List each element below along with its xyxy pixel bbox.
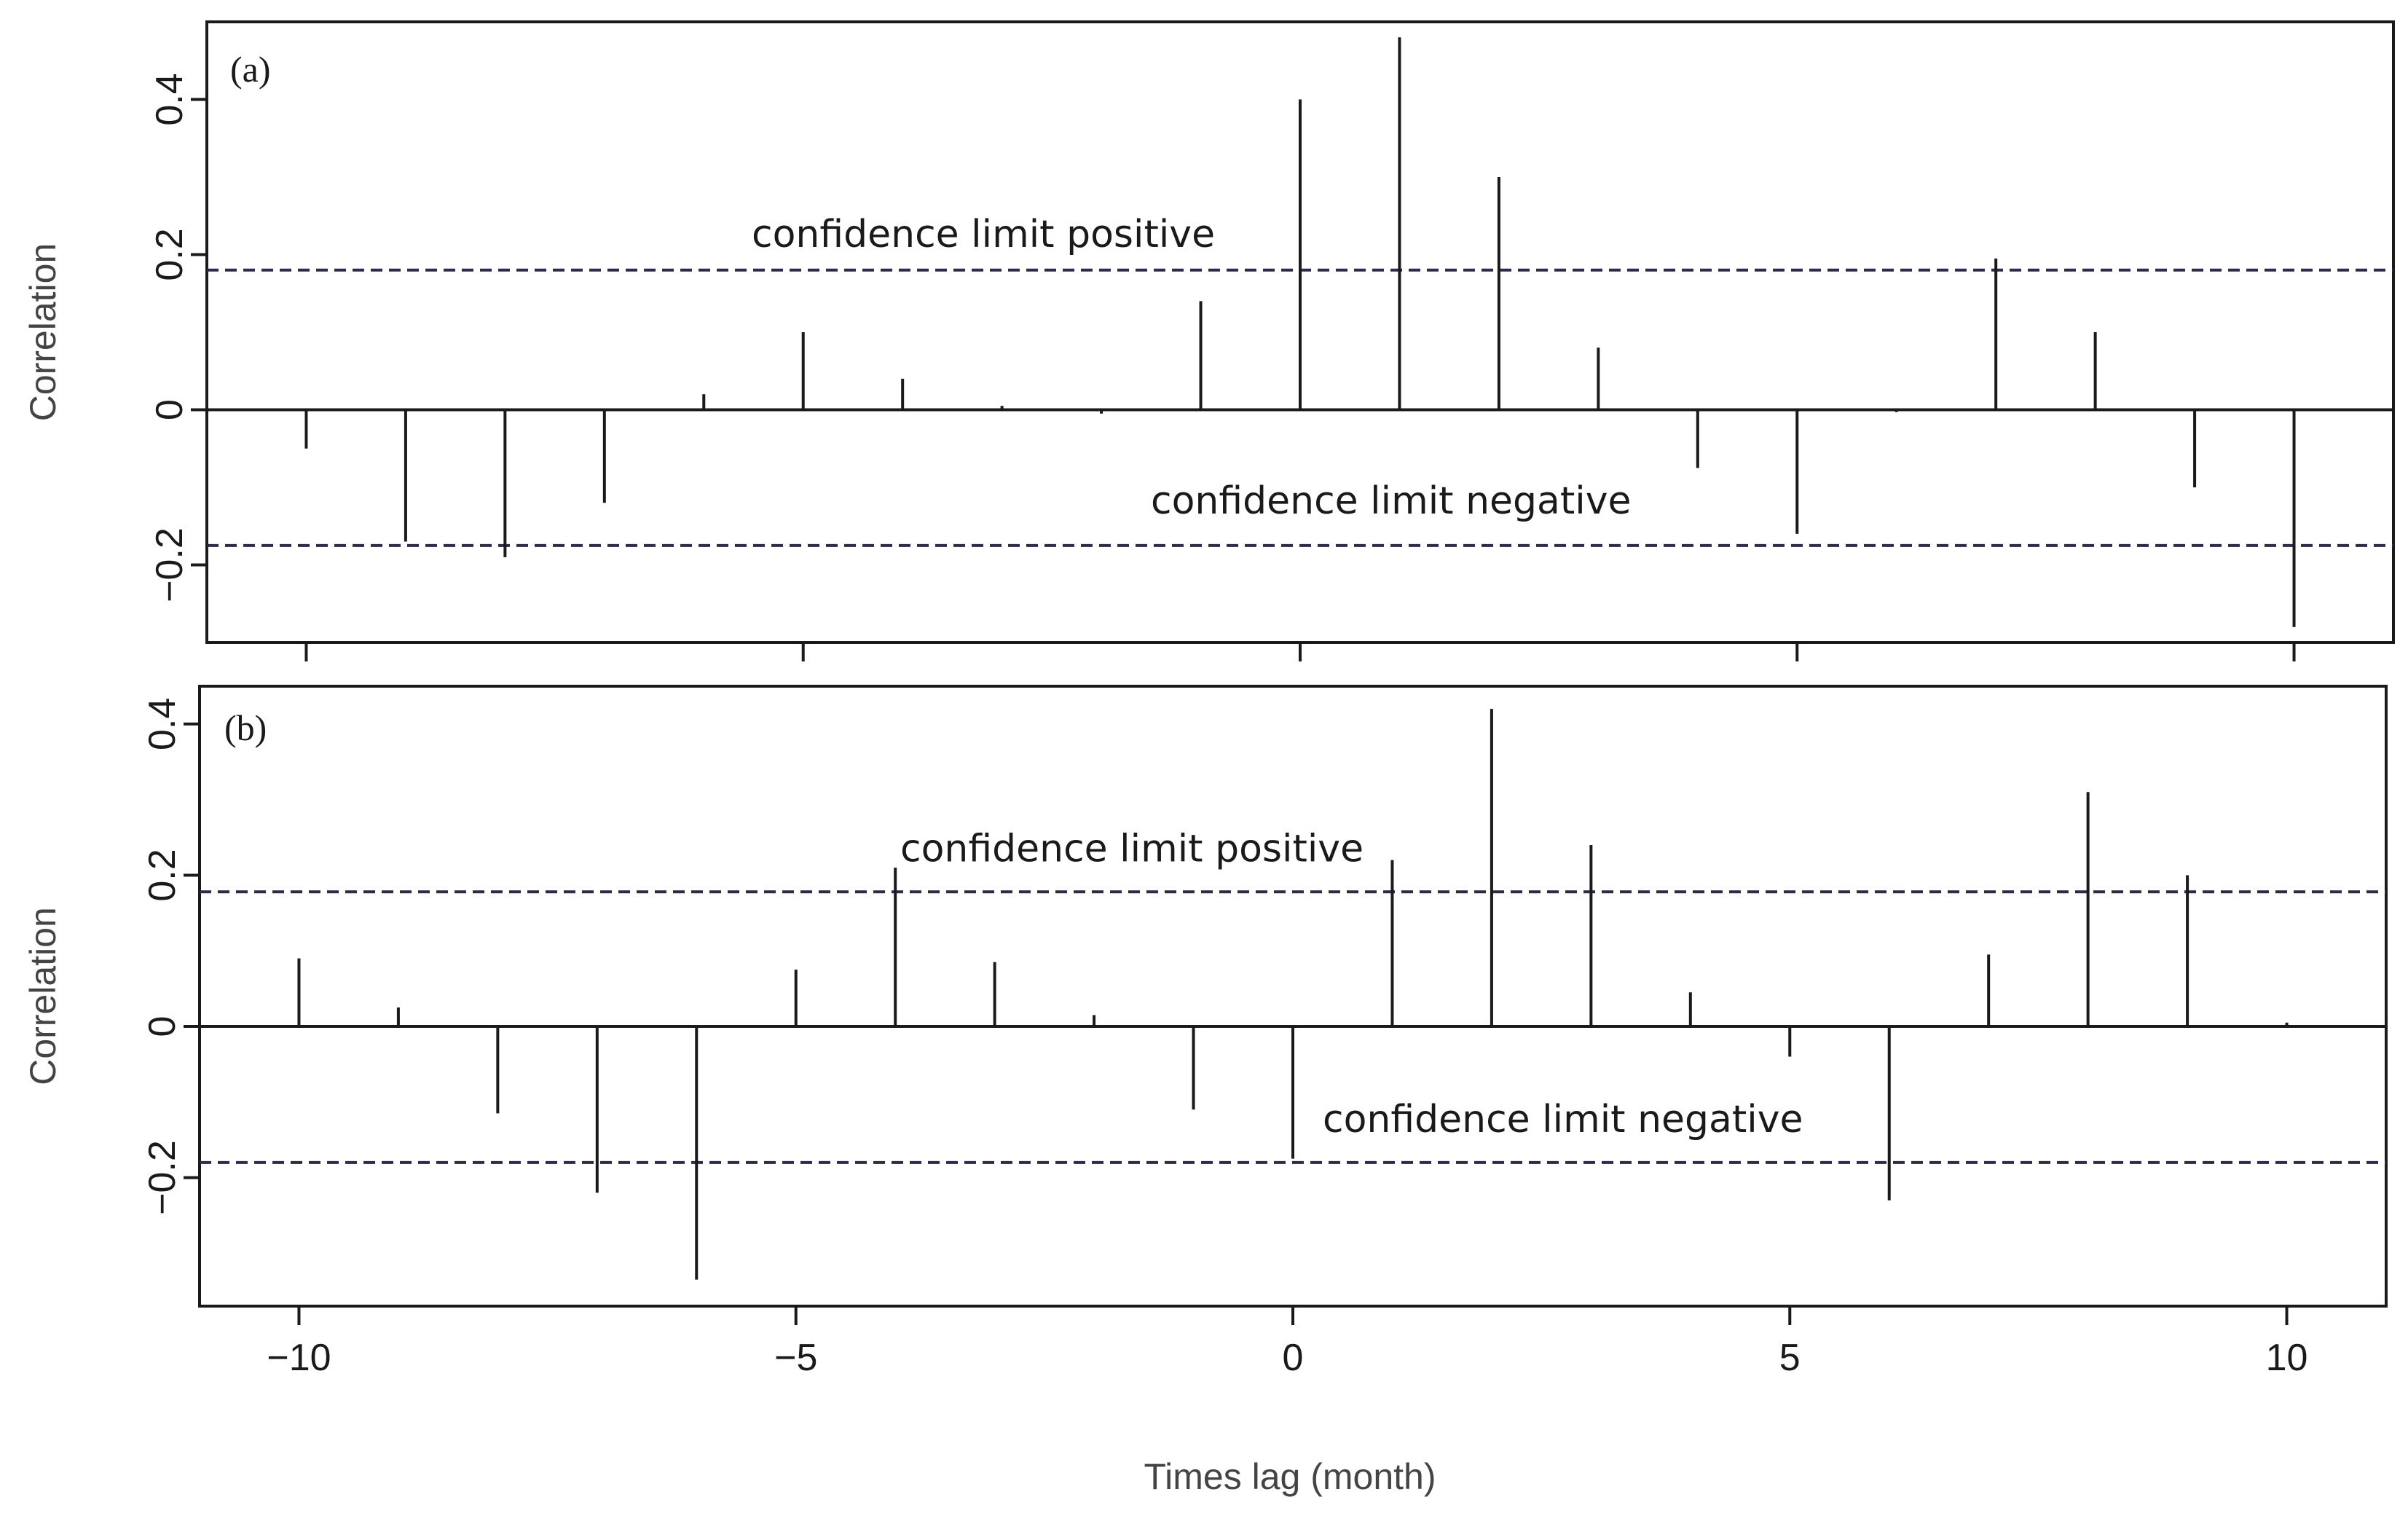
y-tick-label: 0.2 [149,228,191,280]
y-tick-label: 0 [149,399,191,420]
y-axis-label: Correlation [23,907,63,1085]
chart-panels: −0.2 0 0.2 0.4 Correlation (a) confidence limi… [23,20,2395,1379]
x-tick-label: 5 [1779,1337,1801,1379]
confidence-limit-positive-label: confidence limit positive [752,213,1215,256]
y-axis-label: Correlation [23,243,63,422]
y-tick-label: 0.2 [141,849,184,901]
y-tick-label: −0.2 [149,527,191,602]
y-tick-label: −0.2 [141,1140,184,1215]
x-axis-label: Times lag (month) [1144,1456,1436,1497]
y-tick-label: 0.4 [141,698,184,750]
x-tick-label: −10 [267,1337,331,1379]
panel-a: −0.2 0 0.2 0.4 Correlation (a) confidence limi… [23,20,2395,661]
panel-b: −0.2 0 0.2 0.4 −10 −5 0 5 10 Correlation (b) confid… [23,685,2388,1379]
x-tick-label: −5 [774,1337,817,1379]
confidence-limit-positive-label: confidence limit positive [900,827,1364,871]
y-tick-label: 0.4 [149,73,191,125]
confidence-limit-negative-label: confidence limit negative [1151,479,1632,523]
confidence-limit-negative-label: confidence limit negative [1323,1098,1803,1141]
y-tick-label: 0 [141,1016,184,1037]
panel-label: (a) [230,49,271,90]
x-tick-label: 10 [2266,1337,2308,1379]
x-tick-label: 0 [1283,1337,1304,1379]
panel-label: (b) [224,707,267,748]
